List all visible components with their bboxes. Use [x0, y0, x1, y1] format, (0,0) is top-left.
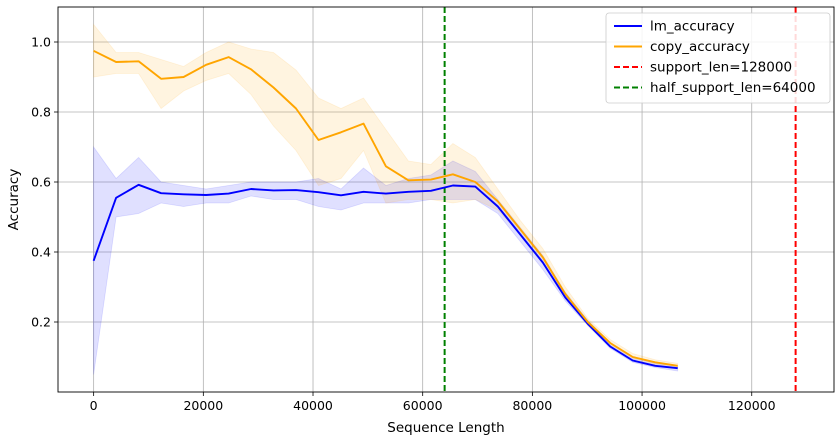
x-tick-label: 20000 [183, 398, 223, 413]
x-tick-label: 80000 [512, 398, 552, 413]
y-tick-label: 0.4 [31, 245, 51, 260]
x-tick-label: 0 [90, 398, 98, 413]
x-axis-ticks: 0 20000 40000 60000 80000 100000 120000 [90, 392, 776, 413]
legend-label-copy-accuracy: copy_accuracy [650, 39, 750, 55]
series-lines [92, 49, 678, 370]
y-axis-label: Accuracy [6, 169, 22, 231]
legend-box [605, 12, 831, 104]
y-tick-label: 0.6 [31, 175, 51, 190]
y-tick-label: 0.8 [31, 105, 51, 120]
legend-label-half-support-len-64000: half_support_len=64000 [650, 80, 816, 96]
x-axis-label: Sequence Length [387, 420, 504, 436]
copy-accuracy-line [93, 49, 678, 367]
x-tick-label: 60000 [403, 398, 443, 413]
legend-label-lm-accuracy: lm_accuracy [650, 19, 735, 35]
y-axis-ticks: 0.2 0.4 0.6 0.8 1.0 [31, 35, 58, 330]
x-tick-label: 40000 [293, 398, 333, 413]
x-tick-label: 120000 [728, 398, 776, 413]
legend-label-support-len-128000: support_len=128000 [650, 60, 792, 76]
lm-accuracy-line [92, 183, 678, 370]
y-tick-label: 0.2 [31, 315, 51, 330]
y-tick-label: 1.0 [31, 35, 51, 50]
x-tick-label: 100000 [618, 398, 666, 413]
plot-frame [57, 6, 835, 393]
legend: lm_accuracy copy_accuracy support_len=1280… [605, 12, 831, 104]
